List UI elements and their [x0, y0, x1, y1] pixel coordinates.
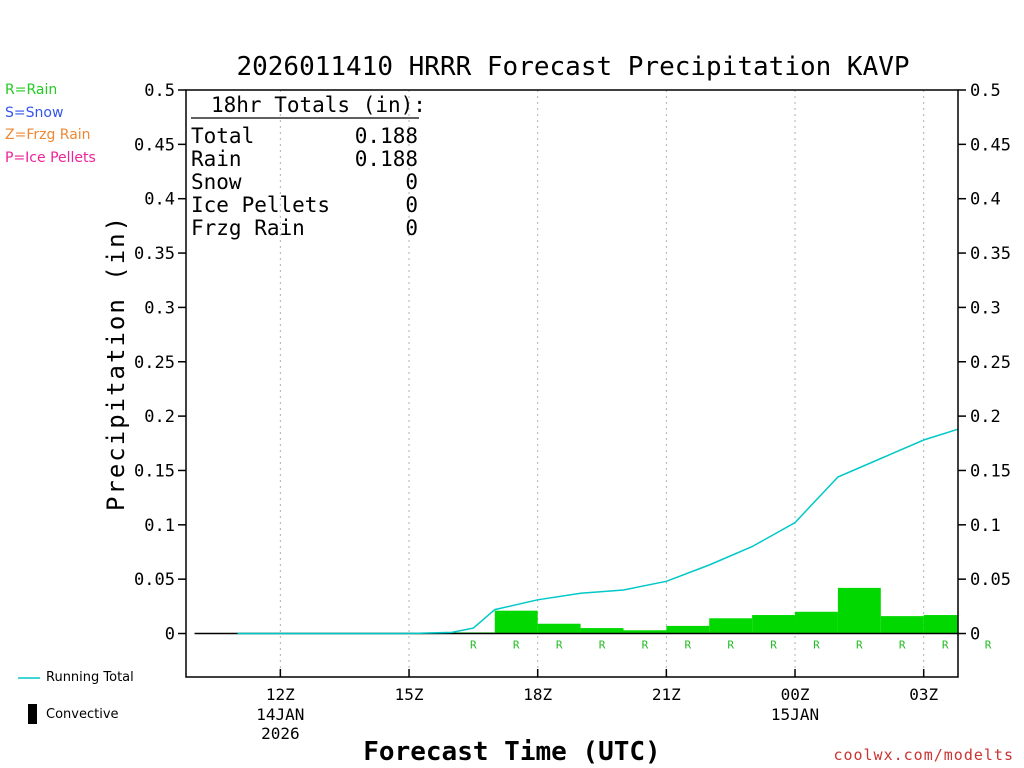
y-tick-label-right: 0.45: [970, 135, 1011, 155]
y-tick-label-right: 0.05: [970, 570, 1011, 590]
precip-bar: [494, 610, 538, 634]
convective-legend-label: Convective: [46, 707, 119, 722]
precip-type-label: R: [985, 639, 992, 652]
precip-type-label: R: [899, 639, 906, 652]
y-tick-label-right: 0.3: [970, 298, 1001, 318]
y-tick-label-right: 0.25: [970, 353, 1011, 373]
y-tick-label: 0.05: [134, 570, 175, 590]
y-tick-label-right: 0: [970, 625, 980, 645]
precip-bar: [837, 587, 881, 634]
y-tick-label: 0.45: [134, 135, 175, 155]
y-tick-label-right: 0.35: [970, 244, 1011, 264]
totals-box-row-value: 0: [405, 193, 418, 217]
x-tick-date-label: 15JAN: [771, 705, 819, 724]
precip-bar: [666, 625, 710, 634]
y-tick-label: 0.1: [144, 516, 175, 536]
x-tick-date-label: 14JAN: [256, 705, 304, 724]
totals-box-row-value: 0: [405, 216, 418, 240]
y-tick-label: 0: [165, 625, 175, 645]
x-tick-year-label: 2026: [261, 724, 300, 743]
precip-bar: [923, 615, 958, 634]
totals-box-row-label: Frzg Rain: [191, 216, 305, 240]
legend-frzg-rain: Z=Frzg Rain: [5, 127, 91, 143]
precip-bar: [709, 618, 753, 634]
y-tick-label-right: 0.15: [970, 461, 1011, 481]
precip-type-label: R: [684, 639, 691, 652]
legend-rain: R=Rain: [5, 82, 58, 98]
precip-type-label: R: [813, 639, 820, 652]
y-tick-label: 0.35: [134, 244, 175, 264]
precip-bar: [795, 611, 838, 634]
precip-type-label: R: [642, 639, 649, 652]
precip-type-label: R: [556, 639, 563, 652]
precip-type-label: R: [599, 639, 606, 652]
running-total-legend-swatch: [18, 677, 40, 679]
legend-ice-pellets: P=Ice Pellets: [5, 150, 96, 166]
y-tick-label: 0.2: [144, 407, 175, 427]
legend-snow: S=Snow: [5, 105, 64, 121]
y-tick-label: 0.3: [144, 298, 175, 318]
y-tick-label: 0.25: [134, 353, 175, 373]
running-total-legend-label: Running Total: [46, 670, 134, 685]
x-axis-label: Forecast Time (UTC): [363, 737, 660, 767]
credit-link[interactable]: coolwx.com/modelts: [833, 746, 1014, 764]
y-tick-label: 0.5: [144, 81, 175, 101]
y-tick-label-right: 0.2: [970, 407, 1001, 427]
precip-bar: [752, 615, 796, 634]
running-total-line: [237, 428, 959, 635]
precip-type-label: R: [727, 639, 734, 652]
totals-box-row-value: 0.188: [355, 124, 418, 148]
chart-title: 2026011410 HRRR Forecast Precipitation K…: [236, 52, 909, 82]
precip-type-label: R: [856, 639, 863, 652]
totals-box-row-value: 0.188: [355, 147, 418, 171]
precip-bar: [580, 628, 624, 634]
precip-type-label: R: [513, 639, 520, 652]
totals-box-row-label: Total: [191, 124, 254, 148]
x-tick-label: 18Z: [523, 685, 552, 704]
totals-box-row-label: Ice Pellets: [191, 193, 330, 217]
totals-box-row-label: Rain: [191, 147, 242, 171]
precip-type-label: R: [470, 639, 477, 652]
plot-frame: [185, 89, 959, 678]
x-tick-label: 21Z: [652, 685, 681, 704]
totals-box-title: 18hr Totals (in):: [211, 93, 426, 117]
y-tick-label-right: 0.5: [970, 81, 1001, 101]
y-axis-label: Precipitation (in): [102, 215, 130, 511]
x-tick-label: 15Z: [395, 685, 424, 704]
precip-bar: [880, 616, 924, 634]
x-tick-label: 00Z: [781, 685, 810, 704]
y-tick-label: 0.15: [134, 461, 175, 481]
totals-box-row-label: Snow: [191, 170, 242, 194]
precip-bar: [623, 630, 667, 634]
y-tick-label-right: 0.4: [970, 190, 1001, 210]
x-tick-label: 12Z: [266, 685, 295, 704]
precip-type-label: R: [942, 639, 949, 652]
precip-bar: [537, 623, 581, 634]
y-tick-label: 0.4: [144, 190, 175, 210]
convective-legend-swatch: [28, 704, 37, 724]
x-tick-label: 03Z: [909, 685, 938, 704]
precip-type-label: R: [770, 639, 777, 652]
y-tick-label-right: 0.1: [970, 516, 1001, 536]
totals-box-row-value: 0: [405, 170, 418, 194]
